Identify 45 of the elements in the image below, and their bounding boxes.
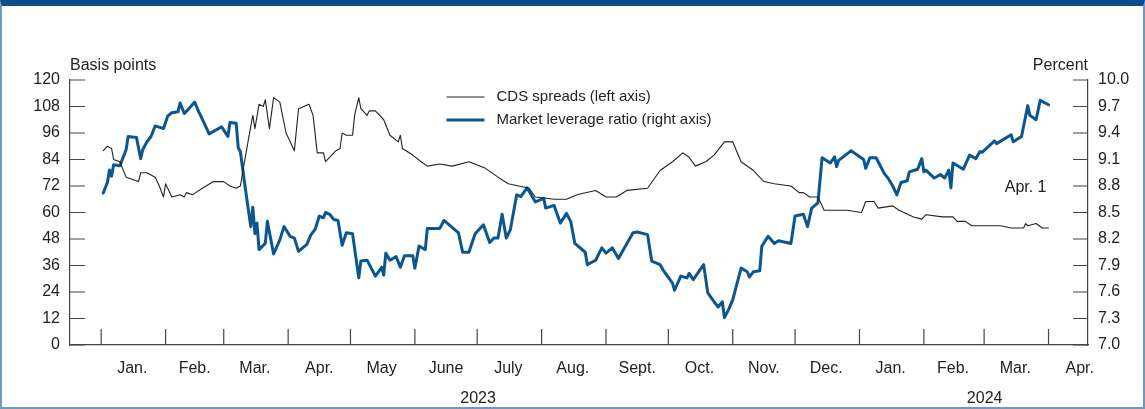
x-tick-label: Apr. (1065, 359, 1094, 377)
x-tick-label: Feb. (936, 359, 969, 377)
y-tick-label: 0 (51, 335, 61, 353)
y-tick-label: 60 (42, 202, 61, 220)
x-tick-label: Nov. (748, 359, 780, 377)
x-tick-label: Jan. (875, 359, 906, 377)
x-tick-label: May (366, 359, 397, 377)
x-tick-label: Aug. (556, 359, 590, 377)
y-tick-label: 48 (42, 229, 61, 247)
legend-label: CDS spreads (left axis) (496, 87, 651, 105)
y-tick-label: 24 (42, 282, 61, 300)
y2-tick-label: 7.0 (1098, 335, 1121, 353)
x-tick-label: Oct. (684, 359, 715, 377)
y-tick-label: 84 (42, 149, 61, 167)
y2-tick-label: 8.2 (1098, 229, 1121, 247)
x-tick-label: Feb. (178, 359, 211, 377)
y2-tick-label: 7.9 (1098, 255, 1121, 273)
y-tick-label: 120 (33, 70, 61, 88)
y2-axis-title: Percent (1032, 56, 1089, 73)
x-tick-label: Apr. (305, 359, 334, 377)
y2-tick-label: 7.3 (1098, 308, 1121, 326)
y2-tick-label: 8.8 (1098, 176, 1121, 194)
y-tick-label: 72 (42, 176, 61, 194)
legend-label: Market leverage ratio (right axis) (496, 110, 712, 128)
y-tick-label: 96 (42, 123, 61, 141)
y-tick-label: 12 (42, 308, 61, 326)
x-tick-label: Jan. (117, 359, 148, 377)
x-tick-label: Mar. (999, 359, 1031, 377)
y-tick-label: 36 (42, 255, 61, 273)
y2-tick-label: 7.6 (1098, 282, 1121, 300)
y2-tick-label: 8.5 (1098, 202, 1121, 220)
x-tick-label: June (428, 359, 464, 377)
x-tick-label: Mar. (239, 359, 271, 377)
text: 2023 (460, 389, 496, 406)
y2-tick-label: 10.0 (1098, 70, 1130, 88)
y2-tick-label: 9.1 (1098, 149, 1121, 167)
annotation: Apr. 1 (1004, 177, 1047, 195)
x-tick-label: Sept. (618, 359, 656, 377)
y-tick-label: 108 (33, 96, 61, 114)
x-tick-label: Dec. (809, 359, 843, 377)
y-axis-title: Basis points (70, 56, 157, 73)
y2-tick-label: 9.7 (1098, 96, 1121, 114)
x-tick-label: July (494, 359, 523, 377)
y2-tick-label: 9.4 (1098, 123, 1121, 141)
text: 2024 (966, 389, 1003, 406)
